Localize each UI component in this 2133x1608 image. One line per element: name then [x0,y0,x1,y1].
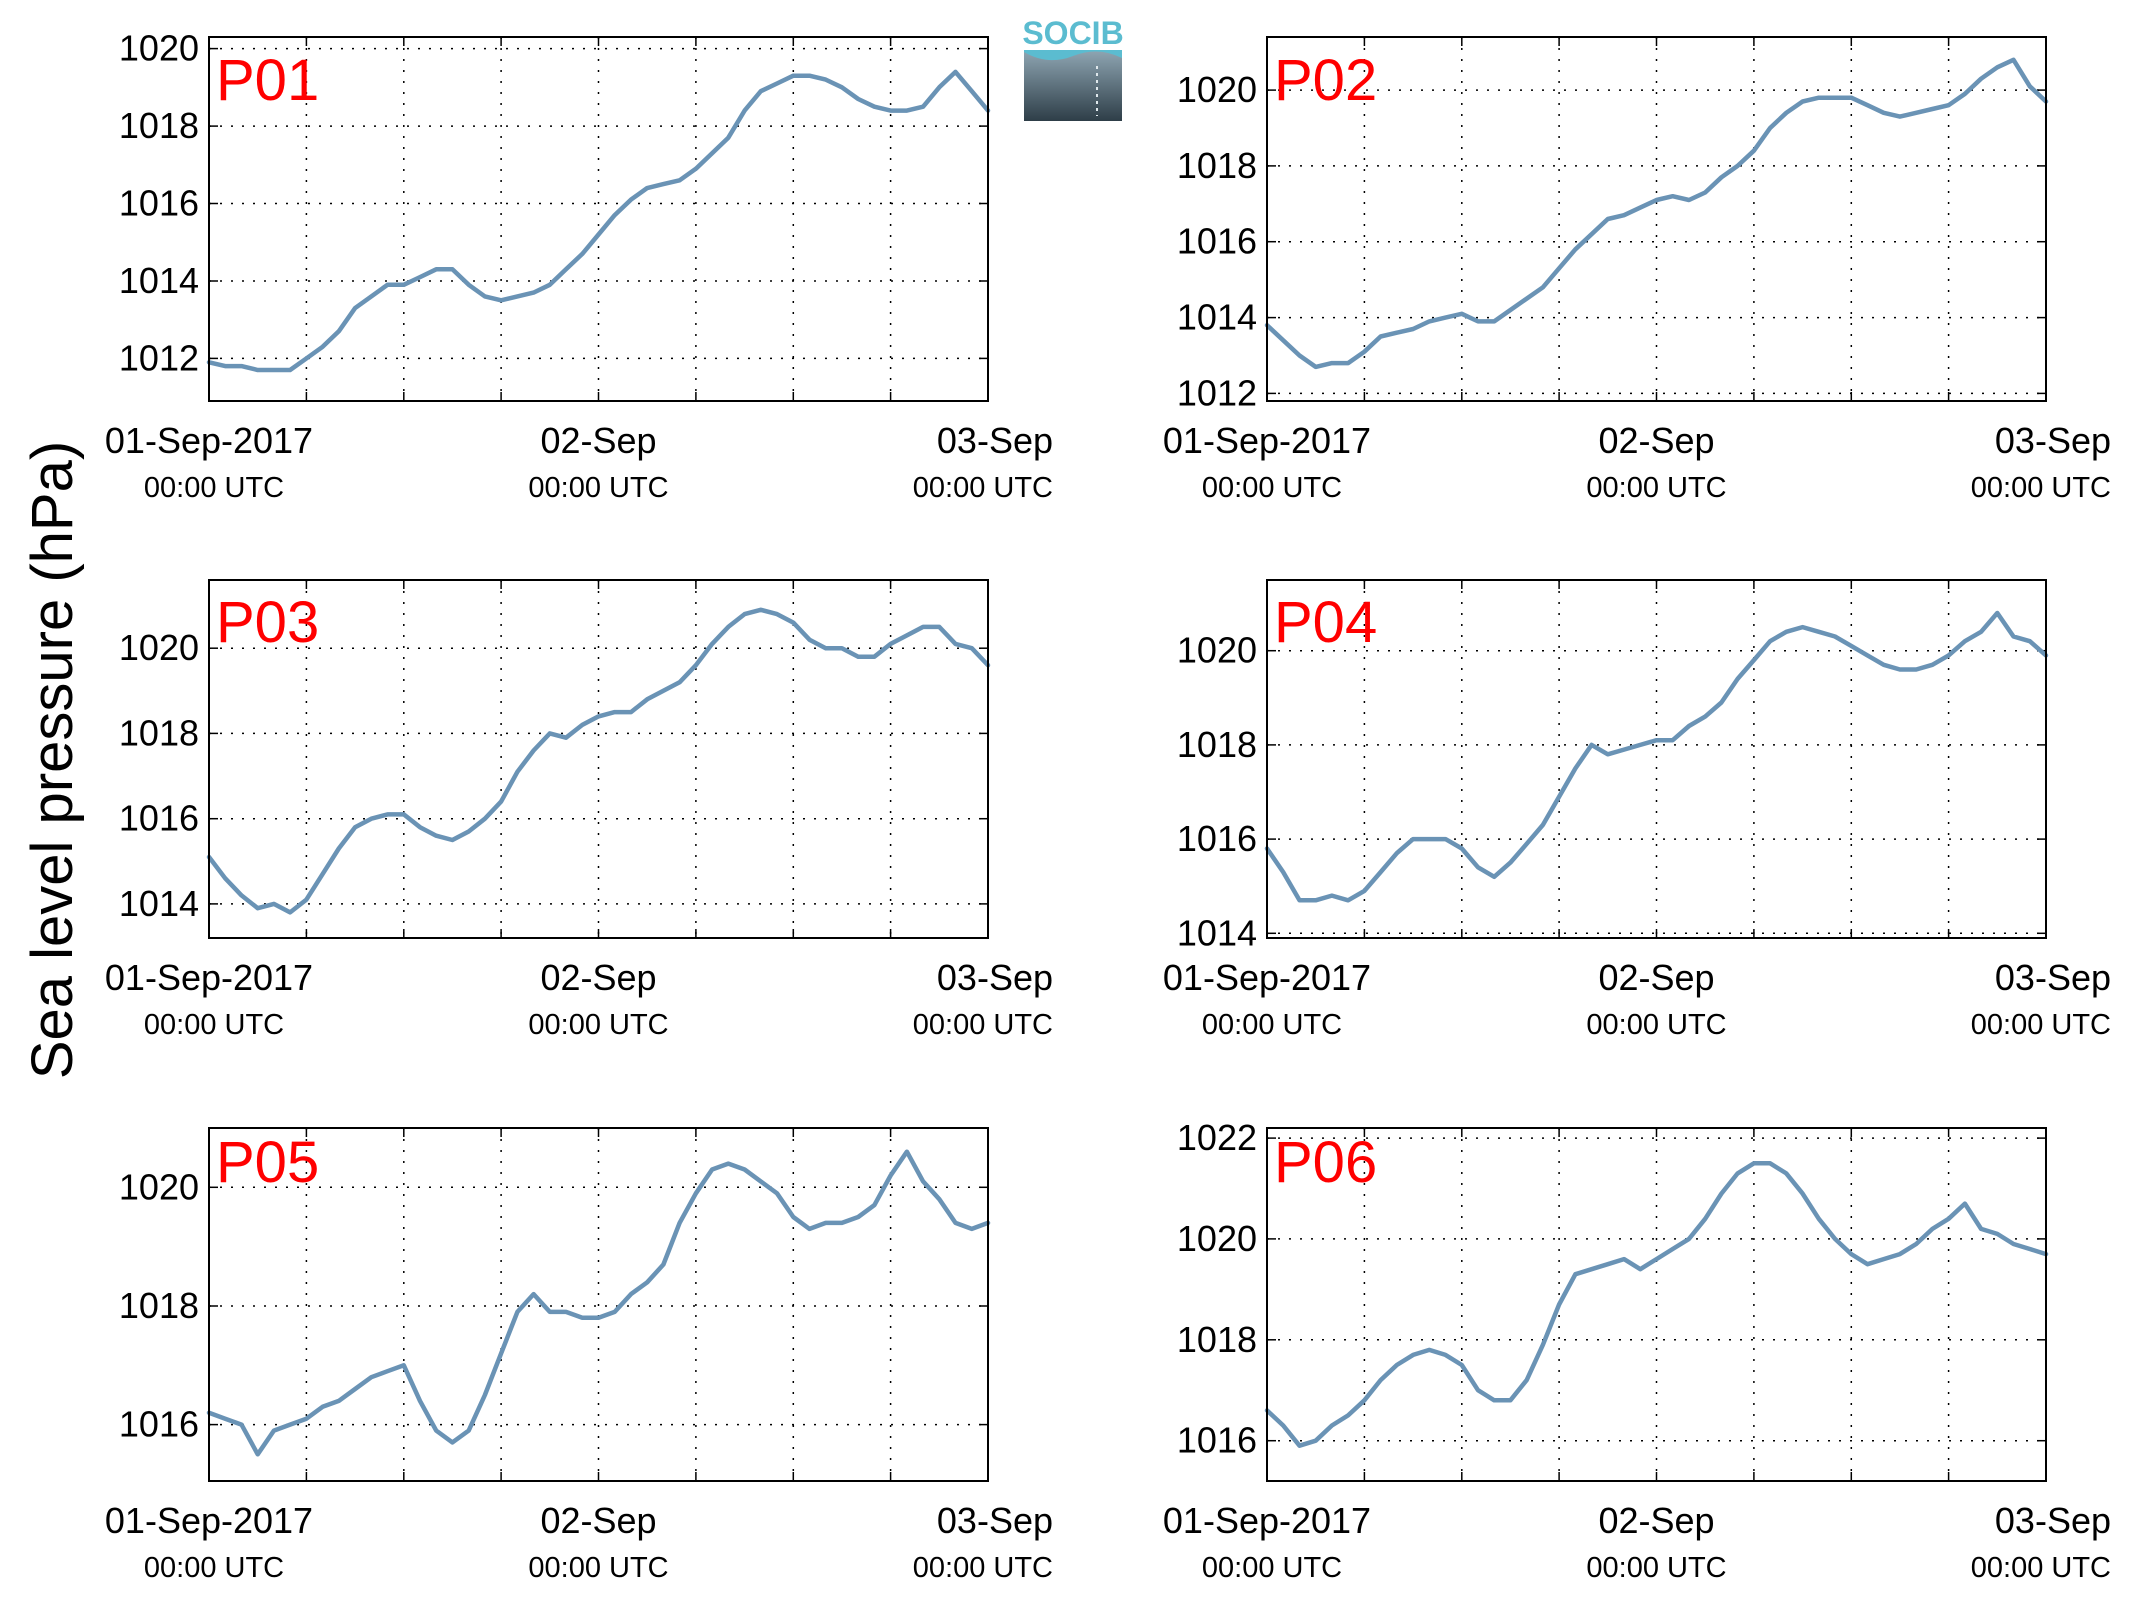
panels-container: 1012 1014 1016 1018 1020 P01 01-Sep-2017 00:00 … [105,28,2111,1584]
y-tick-label: 1018 [1177,1319,1257,1360]
y-tick-label: 1022 [1177,1117,1257,1158]
logo-wave [1024,50,1122,61]
y-tick-label: 1016 [1177,221,1257,262]
chart-panel-p02: 1012 1014 1016 1018 1020 P02 01-Sep-2017 00:00 … [1163,36,2111,504]
x-tick-sublabel: 00:00 UTC [1586,472,1726,504]
chart-panel-p04: 1014 1016 1018 1020 P04 01-Sep-2017 00:00 UTC 0… [1163,579,2111,1041]
x-tick-sublabel: 00:00 UTC [144,1009,284,1041]
data-line-p06 [1264,1161,2049,1448]
y-tick-label: 1020 [119,28,199,69]
y-tick-label: 1018 [119,712,199,753]
y-tick-label: 1014 [1177,297,1257,338]
data-line-p01 [206,69,991,373]
x-tick-label: 03-Sep [937,420,1053,461]
y-tick-label: 1012 [119,337,199,378]
chart-panel-p01: 1012 1014 1016 1018 1020 P01 01-Sep-2017 00:00 … [105,28,1053,504]
x-tick-sublabel: 00:00 UTC [528,1552,668,1584]
x-tick-sublabel: 00:00 UTC [528,472,668,504]
x-tick-sublabel: 00:00 UTC [528,1009,668,1041]
x-tick-sublabel: 00:00 UTC [913,1009,1053,1041]
axes-box [208,579,989,939]
x-tick-sublabel: 00:00 UTC [1586,1552,1726,1584]
y-tick-label: 1020 [119,627,199,668]
x-tick-sublabel: 00:00 UTC [1586,1009,1726,1041]
x-tick-sublabel: 00:00 UTC [144,472,284,504]
logo-gradient-block [1024,50,1122,121]
y-tick-label: 1012 [1177,372,1257,413]
x-tick-label: 01-Sep-2017 [1163,1500,1371,1541]
x-tick-label: 01-Sep-2017 [1163,420,1371,461]
y-tick-label: 1020 [1177,1218,1257,1259]
data-line-p05 [206,1149,991,1457]
logo-text: SOCIB [1022,15,1123,51]
axes-box [208,36,989,402]
y-tick-label: 1016 [1177,1420,1257,1461]
x-tick-sublabel: 00:00 UTC [144,1552,284,1584]
y-tick-label: 1016 [119,1404,199,1445]
x-tick-sublabel: 00:00 UTC [913,472,1053,504]
data-line-p02 [1264,57,2049,370]
y-tick-label: 1016 [119,798,199,839]
y-tick-label: 1014 [1177,912,1257,953]
x-tick-label: 03-Sep [1995,420,2111,461]
x-tick-label: 01-Sep-2017 [105,420,313,461]
y-axis-label: Sea level pressure (hPa) [20,441,85,1079]
x-tick-sublabel: 00:00 UTC [1971,472,2111,504]
y-tick-label: 1018 [1177,145,1257,186]
chart-panel-p03: 1014 1016 1018 1020 P03 01-Sep-2017 00:00 UTC 0… [105,579,1053,1041]
panel-label: P02 [1274,48,1377,113]
panel-label: P01 [216,48,319,113]
y-tick-label: 1016 [1177,818,1257,859]
x-tick-sublabel: 00:00 UTC [1971,1552,2111,1584]
x-tick-label: 03-Sep [937,957,1053,998]
x-tick-label: 02-Sep [1598,957,1714,998]
axes-box [1266,36,2047,402]
x-tick-sublabel: 00:00 UTC [1202,1552,1342,1584]
x-tick-sublabel: 00:00 UTC [1202,1009,1342,1041]
data-line-p03 [206,607,991,915]
panel-label: P03 [216,590,319,655]
y-tick-label: 1018 [119,105,199,146]
y-tick-label: 1020 [119,1166,199,1207]
chart-panel-p05: 1016 1018 1020 P05 01-Sep-2017 00:00 UTC 02-Se… [105,1127,1053,1584]
y-tick-label: 1020 [1177,69,1257,110]
socib-logo: SOCIB [1022,15,1124,121]
y-tick-label: 1016 [119,183,199,224]
y-tick-label: 1018 [119,1285,199,1326]
panel-label: P04 [1274,590,1377,655]
y-tick-label: 1014 [119,260,199,301]
x-tick-label: 02-Sep [540,420,656,461]
x-tick-label: 03-Sep [1995,1500,2111,1541]
x-tick-label: 02-Sep [1598,1500,1714,1541]
x-tick-label: 01-Sep-2017 [1163,957,1371,998]
y-tick-label: 1020 [1177,630,1257,671]
x-tick-label: 01-Sep-2017 [105,1500,313,1541]
x-tick-label: 02-Sep [540,957,656,998]
x-tick-sublabel: 00:00 UTC [913,1552,1053,1584]
y-tick-label: 1018 [1177,724,1257,765]
x-tick-label: 03-Sep [937,1500,1053,1541]
chart-panel-p06: 1016 1018 1020 1022 P06 01-Sep-2017 00:00 UTC 0… [1163,1117,2111,1584]
axes-box [1266,1127,2047,1482]
x-tick-label: 02-Sep [1598,420,1714,461]
x-tick-label: 03-Sep [1995,957,2111,998]
y-tick-label: 1014 [119,883,199,924]
panel-label: P06 [1274,1130,1377,1195]
x-tick-label: 02-Sep [540,1500,656,1541]
x-tick-label: 01-Sep-2017 [105,957,313,998]
axes-box [1266,579,2047,939]
x-tick-sublabel: 00:00 UTC [1202,472,1342,504]
data-line-p04 [1264,610,2049,903]
panel-label: P05 [216,1130,319,1195]
x-tick-sublabel: 00:00 UTC [1971,1009,2111,1041]
axes-box [208,1127,989,1482]
